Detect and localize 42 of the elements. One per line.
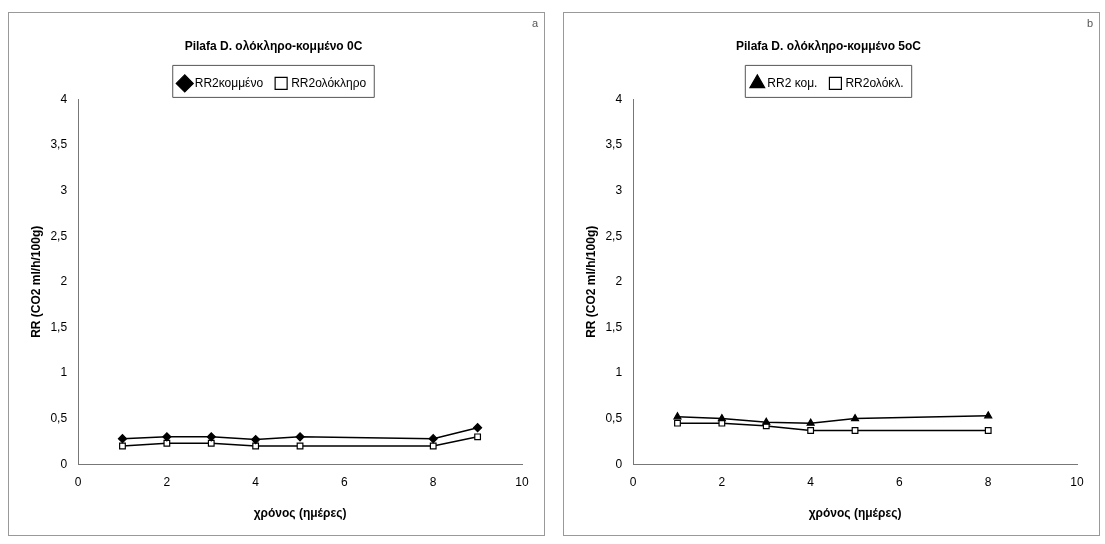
x-tick-label: 10	[515, 474, 529, 489]
chart-title: Pilafa D. ολόκληρο-κομμένο 5oC	[735, 38, 922, 53]
legend-label: RR2ολόκληρο	[291, 75, 367, 90]
x-tick-label: 4	[807, 474, 815, 489]
y-axis-title: RR (CO2 ml/h/100g)	[28, 225, 43, 338]
chart-title: Pilafa D. ολόκληρο-κομμένο 0C	[184, 38, 363, 53]
legend-label: RR2 κομ.	[767, 75, 818, 90]
y-tick-label: 3	[615, 182, 623, 197]
text: b	[1086, 17, 1093, 29]
y-tick-label: 1	[615, 365, 623, 380]
y-axis-title: RR (CO2 ml/h/100g)	[583, 225, 598, 338]
y-tick-label: 2	[60, 274, 68, 289]
y-tick-label: 2	[615, 274, 623, 289]
x-axis-title: χρόνος (ημέρες)	[808, 506, 902, 521]
x-tick-label: 8	[429, 474, 437, 489]
y-tick-label: 1,5	[605, 319, 623, 334]
x-tick-label: 10	[1070, 474, 1084, 489]
y-tick-label: 0	[615, 456, 623, 471]
x-tick-label: 4	[252, 474, 260, 489]
y-tick-label: 0	[60, 456, 68, 471]
x-tick-label: 2	[163, 474, 171, 489]
y-tick-label: 4	[615, 91, 623, 106]
x-tick-label: 8	[984, 474, 992, 489]
y-tick-label: 1,5	[50, 319, 68, 334]
y-tick-label: 3	[60, 182, 68, 197]
x-tick-label: 2	[718, 474, 726, 489]
x-tick-label: 0	[74, 474, 82, 489]
legend-label: RR2ολόκλ.	[845, 75, 904, 90]
y-tick-label: 0,5	[605, 410, 623, 425]
text: a	[531, 17, 538, 29]
y-tick-label: 3,5	[50, 137, 68, 152]
x-tick-label: 6	[896, 474, 904, 489]
y-tick-label: 0,5	[50, 410, 68, 425]
y-tick-label: 3,5	[605, 137, 623, 152]
x-tick-label: 0	[629, 474, 637, 489]
y-tick-label: 4	[60, 91, 68, 106]
x-axis-title: χρόνος (ημέρες)	[253, 506, 347, 521]
legend-label: RR2κομμένο	[194, 75, 264, 90]
x-tick-label: 6	[341, 474, 349, 489]
y-tick-label: 2,5	[605, 228, 623, 243]
y-tick-label: 1	[60, 365, 68, 380]
y-tick-label: 2,5	[50, 228, 68, 243]
